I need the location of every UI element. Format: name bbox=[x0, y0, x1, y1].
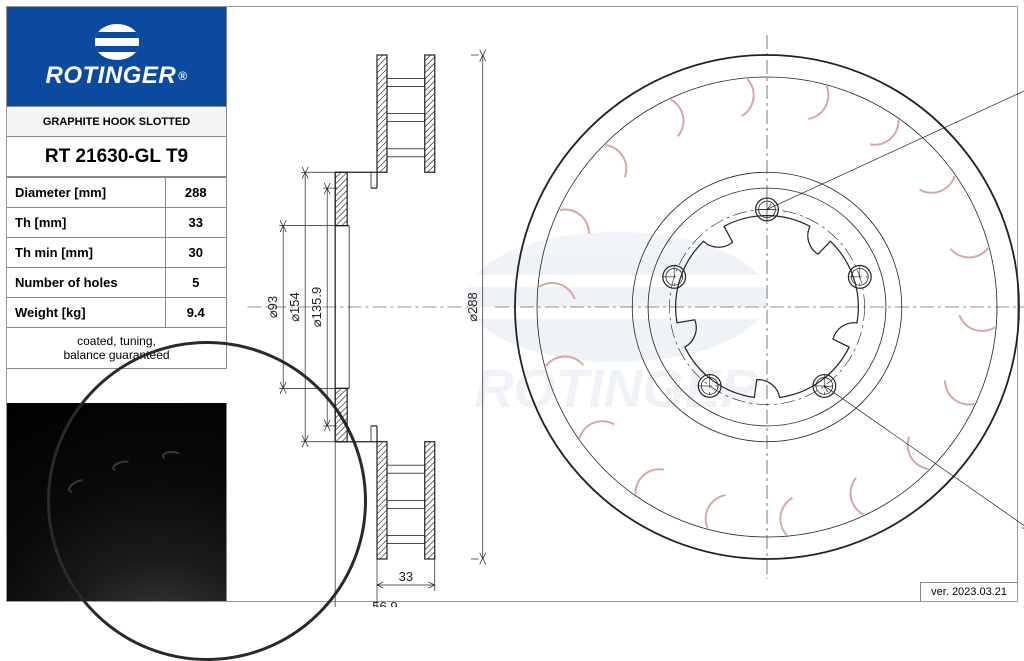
brand-logo-panel: ROTINGER® bbox=[7, 7, 227, 107]
spec-value: 9.4 bbox=[165, 298, 227, 328]
spec-row: Number of holes5 bbox=[7, 268, 227, 298]
brand-name: ROTINGER® bbox=[45, 62, 187, 90]
spec-label: Th [mm] bbox=[7, 208, 165, 238]
svg-text:⌀135.9: ⌀135.9 bbox=[309, 287, 324, 327]
svg-text:33: 33 bbox=[399, 569, 413, 584]
spec-label: Th min [mm] bbox=[7, 238, 165, 268]
spec-label: Diameter [mm] bbox=[7, 178, 165, 208]
version-label: ver. 2023.03.21 bbox=[920, 582, 1017, 601]
product-subtitle: GRAPHITE HOOK SLOTTED bbox=[7, 107, 227, 137]
svg-text:⌀93: ⌀93 bbox=[265, 296, 280, 318]
svg-text:56.9: 56.9 bbox=[372, 599, 397, 607]
drawing-frame: ROTINGER® GRAPHITE HOOK SLOTTED RT 21630… bbox=[6, 6, 1018, 602]
part-number: RT 21630-GL T9 bbox=[7, 137, 227, 177]
spec-row: Th min [mm]30 bbox=[7, 238, 227, 268]
svg-text:⌀154: ⌀154 bbox=[287, 292, 302, 322]
spec-value: 33 bbox=[165, 208, 227, 238]
spec-value: 288 bbox=[165, 178, 227, 208]
spec-row: Th [mm]33 bbox=[7, 208, 227, 238]
brand-registered: ® bbox=[178, 69, 187, 83]
technical-drawing-svg: ROTINGER⌀111.55XM10x1.5-6H⌀288⌀154⌀93⌀13… bbox=[227, 7, 1024, 607]
spec-row: Weight [kg]9.4 bbox=[7, 298, 227, 328]
spec-label: Number of holes bbox=[7, 268, 165, 298]
brand-logo-icon bbox=[95, 24, 139, 60]
spec-value: 5 bbox=[165, 268, 227, 298]
svg-text:⌀288: ⌀288 bbox=[465, 292, 480, 322]
svg-text:ROTINGER: ROTINGER bbox=[474, 359, 759, 419]
brand-name-text: ROTINGER bbox=[45, 62, 176, 90]
spec-value: 30 bbox=[165, 238, 227, 268]
spec-table: Diameter [mm]288Th [mm]33Th min [mm]30Nu… bbox=[7, 177, 227, 369]
spec-label: Weight [kg] bbox=[7, 298, 165, 328]
spec-row: Diameter [mm]288 bbox=[7, 178, 227, 208]
drawing-area: ROTINGER⌀111.55XM10x1.5-6H⌀288⌀154⌀93⌀13… bbox=[227, 7, 1017, 601]
product-photo bbox=[7, 403, 227, 601]
